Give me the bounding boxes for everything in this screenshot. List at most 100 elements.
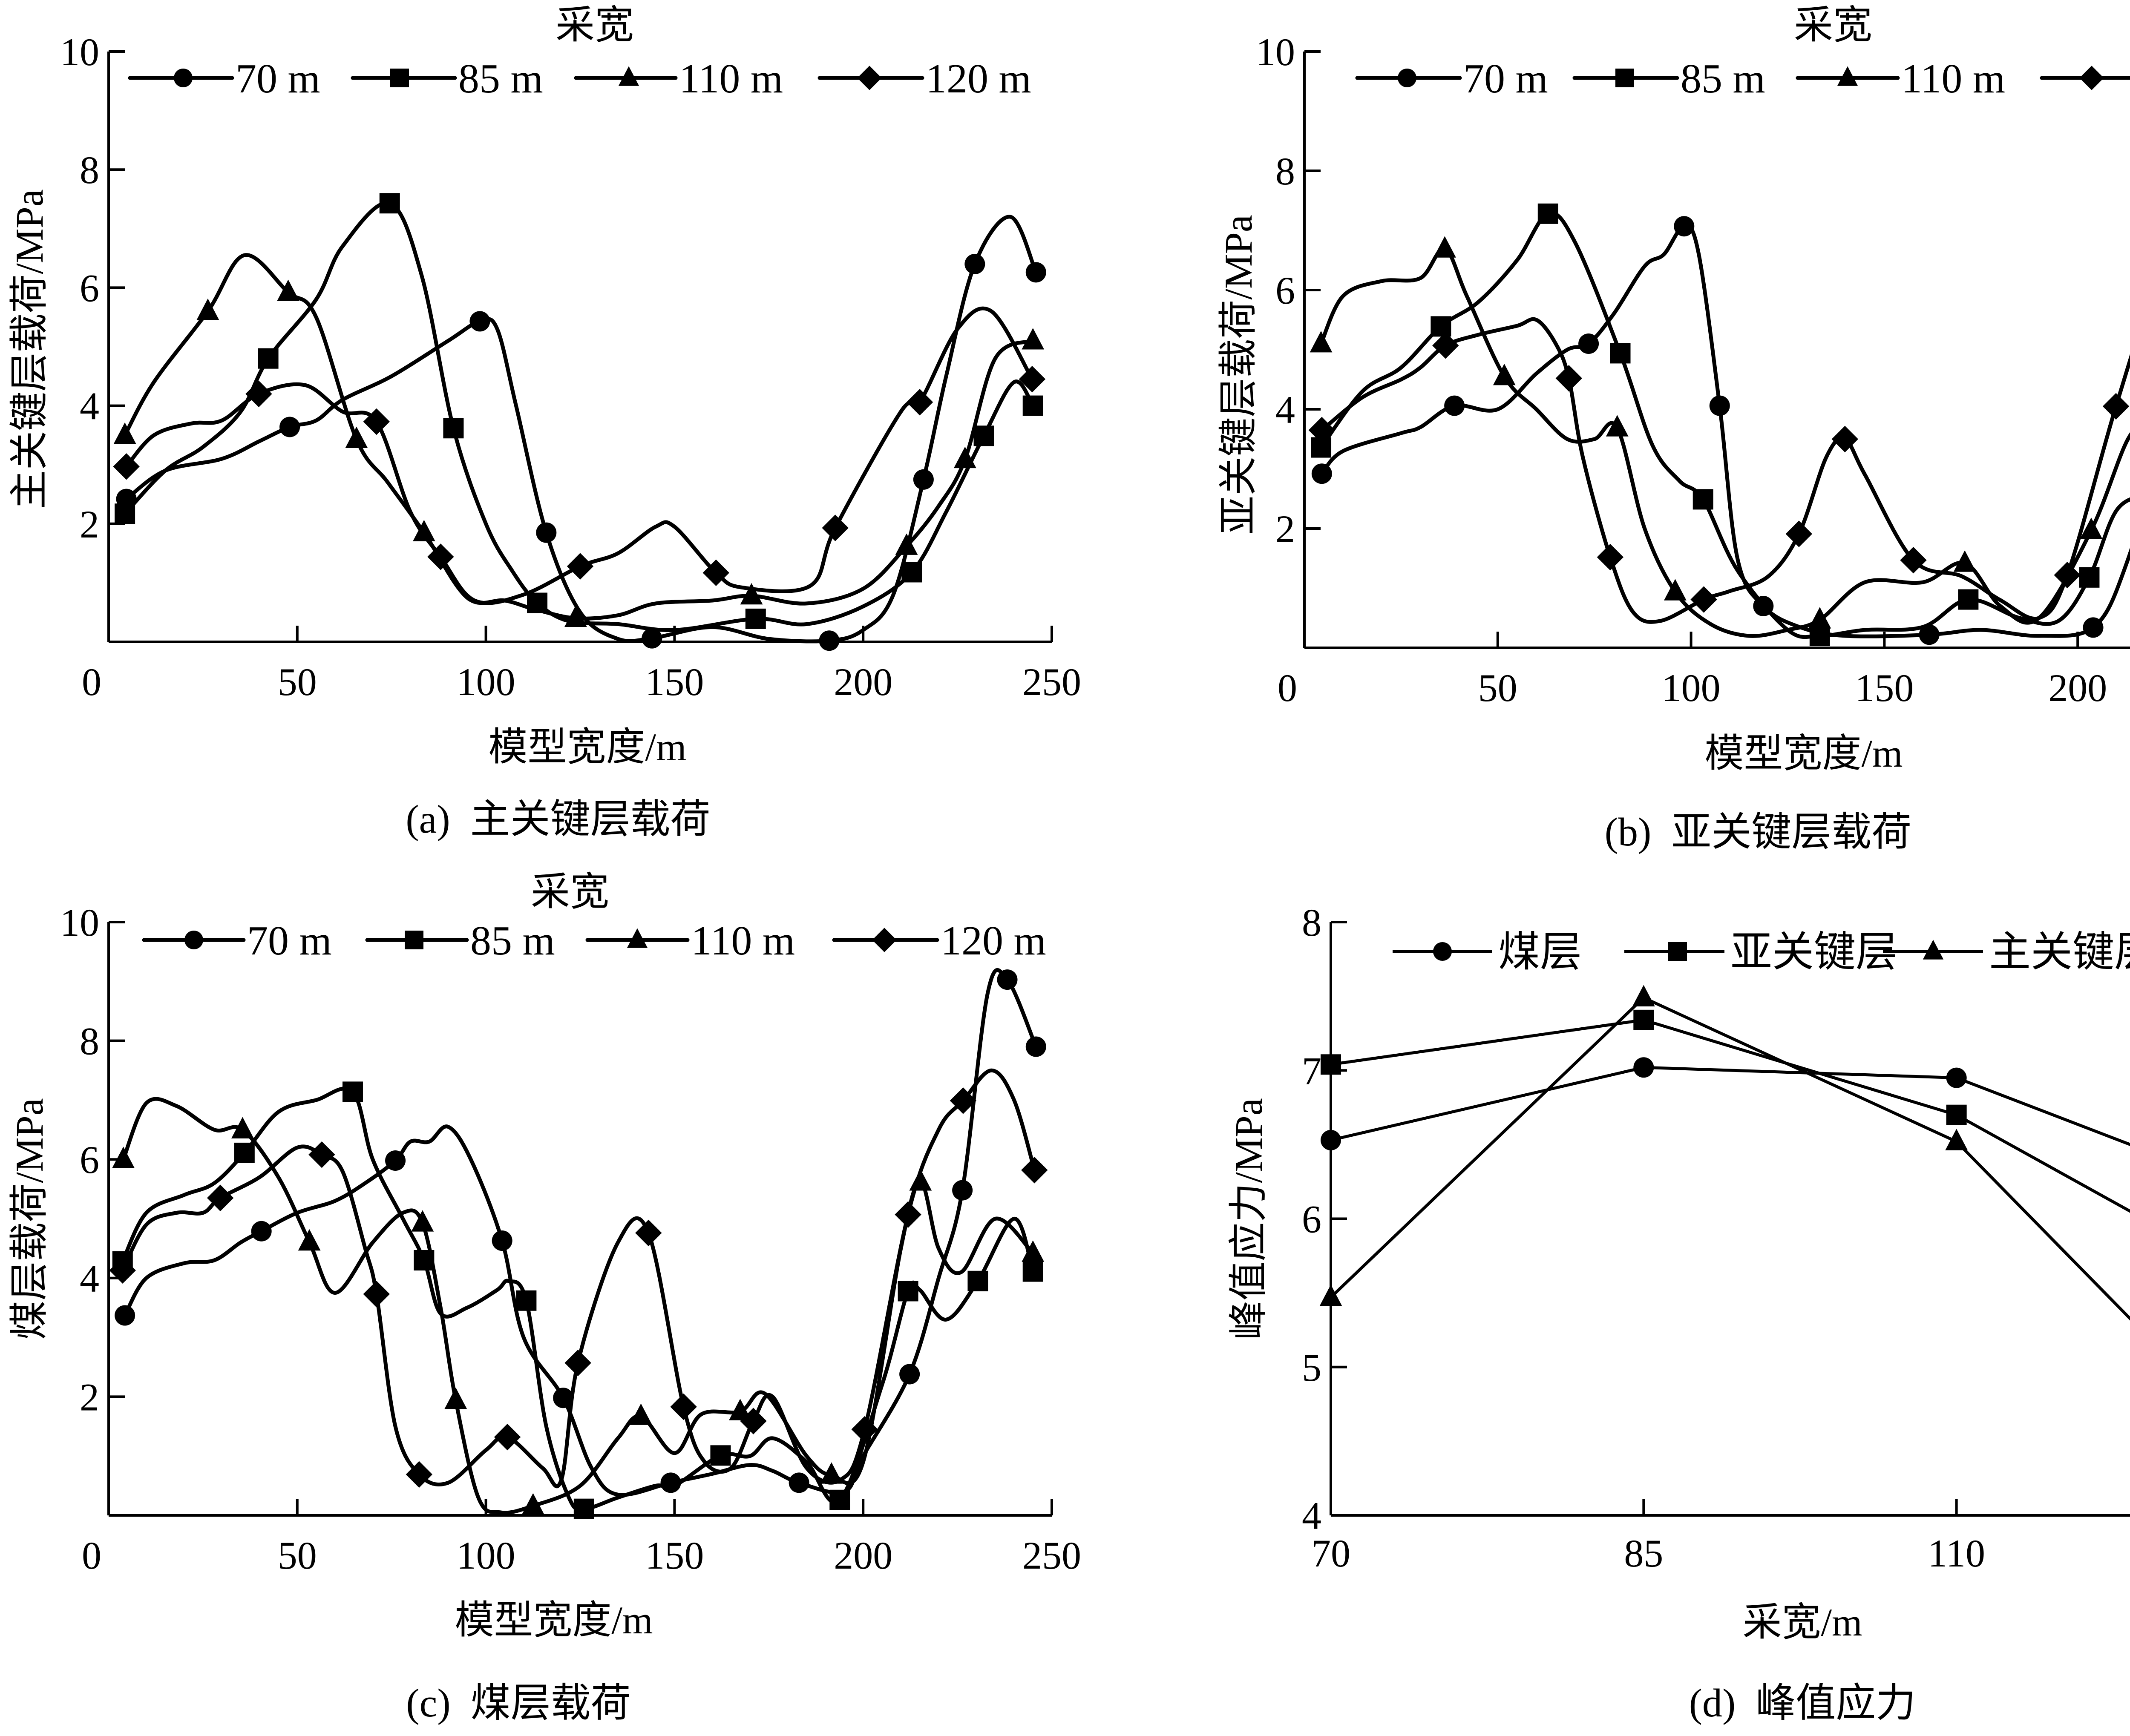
x-tick-label: 150: [1855, 666, 1914, 710]
data-point-square: [115, 503, 135, 524]
legend-item: 85 m: [1572, 56, 1765, 102]
legend-item: 120 m: [2040, 66, 2130, 90]
data-point-square: [1633, 1009, 1654, 1030]
legend-marker-triangle: [1923, 940, 1944, 960]
y-tick-label: 10: [1256, 30, 1295, 74]
data-point-triangle: [113, 422, 136, 444]
data-point-circle: [1709, 395, 1730, 416]
legend-item: 85 m: [351, 56, 543, 102]
y-tick-label: 10: [60, 30, 99, 74]
series-110-m: [113, 253, 1045, 627]
x-tick-label: 50: [1478, 666, 1517, 710]
x-tick-label: 50: [278, 1534, 317, 1577]
data-point-square: [1692, 489, 1713, 510]
series-line: [1320, 317, 2130, 624]
series-85-m: [115, 193, 1043, 632]
legend-item: 120 m: [832, 918, 1046, 964]
legend: 70 m 85 m 110 m 120 m: [142, 918, 1046, 964]
data-point-square: [973, 425, 994, 446]
y-tick-label: 8: [1275, 149, 1295, 193]
x-tick-label: 150: [645, 1534, 704, 1577]
legend-marker-square: [1668, 942, 1687, 961]
data-point-diamond: [906, 389, 933, 416]
data-point-circle: [964, 253, 985, 274]
data-point-circle: [1919, 624, 1940, 645]
legend-label: 110 m: [1901, 56, 2005, 102]
y-axis-title: 主关键层载荷/MPa: [8, 189, 51, 509]
legend-item: 110 m: [585, 918, 795, 964]
y-tick-label: 6: [80, 1138, 99, 1181]
legend-marker-diamond: [872, 928, 897, 952]
data-point-circle: [1578, 333, 1599, 354]
legend-label: 120 m: [926, 56, 1031, 102]
y-tick-label: 6: [1302, 1198, 1321, 1241]
data-point-circle: [1444, 395, 1465, 416]
data-point-square: [898, 1281, 918, 1302]
x-tick-label: 0: [82, 1534, 101, 1577]
legend-marker-square: [1615, 69, 1634, 87]
x-axis-title: 采宽/m: [1742, 1601, 1862, 1644]
data-point-diamond: [1900, 547, 1927, 574]
y-tick-label: 4: [1275, 388, 1295, 431]
data-point-square: [379, 193, 400, 214]
series-85-m: [1311, 203, 2130, 646]
series-85-m: [112, 1081, 1043, 1519]
x-tick-label: 200: [834, 1534, 892, 1577]
data-point-triangle: [729, 1399, 751, 1420]
data-point-triangle: [1022, 1240, 1045, 1262]
legend-item: 主关键层: [1883, 929, 2130, 975]
data-point-diamond: [406, 1461, 433, 1488]
data-point-diamond: [1308, 417, 1336, 444]
legend-marker-circle: [1433, 942, 1452, 961]
legend-marker-triangle: [1837, 66, 1858, 86]
x-tick-label: 85: [1624, 1532, 1663, 1575]
legend-label: 亚关键层: [1730, 929, 1897, 975]
series-line: [124, 215, 1038, 644]
series-line: [121, 1097, 1035, 1515]
legend-item: 亚关键层: [1624, 929, 1897, 975]
data-point-diamond: [245, 380, 272, 408]
series-line: [1330, 1018, 2130, 1213]
data-point-diamond: [1597, 544, 1624, 571]
series-70-m: [1311, 216, 2130, 645]
data-point-diamond: [2102, 393, 2130, 420]
data-point-circle: [469, 311, 490, 332]
panel-caption: (c) 煤层载荷: [406, 1681, 630, 1725]
data-point-triangle: [953, 446, 976, 468]
legend-title: 采宽: [531, 870, 609, 914]
data-point-square: [1022, 1261, 1043, 1282]
legend-label: 110 m: [691, 918, 795, 964]
y-tick-label: 6: [80, 266, 99, 310]
data-point-diamond: [1690, 586, 1717, 613]
x-axis-title: 模型宽度/m: [488, 725, 686, 769]
data-point-triangle: [740, 583, 763, 605]
data-point-diamond: [564, 1349, 591, 1377]
data-point-square: [1958, 589, 1979, 610]
data-point-diamond: [851, 1416, 878, 1443]
series-70-m: [116, 215, 1046, 651]
y-tick-label: 10: [60, 901, 99, 944]
data-point-circle: [997, 969, 1018, 990]
x-tick-label: 50: [278, 660, 317, 704]
panel-caption: (a) 主关键层载荷: [406, 797, 710, 842]
x-tick-label: 100: [457, 1534, 515, 1577]
legend-label: 煤层: [1498, 929, 1582, 975]
x-tick-label: 150: [645, 660, 704, 704]
data-point-square: [1022, 395, 1043, 416]
data-point-square: [573, 1498, 594, 1519]
data-point-circle: [492, 1230, 512, 1251]
legend-marker-diamond: [857, 66, 882, 90]
y-tick-label: 8: [1302, 901, 1321, 944]
legend-label: 85 m: [470, 918, 555, 964]
data-point-triangle: [298, 1229, 321, 1251]
data-point-circle: [819, 630, 840, 651]
data-point-square: [258, 348, 279, 369]
data-point-square: [829, 1489, 850, 1510]
data-point-triangle: [521, 1493, 544, 1515]
data-point-triangle: [196, 298, 219, 320]
data-point-square: [443, 418, 464, 439]
panel-caption: (b) 亚关键层载荷: [1605, 810, 1912, 854]
